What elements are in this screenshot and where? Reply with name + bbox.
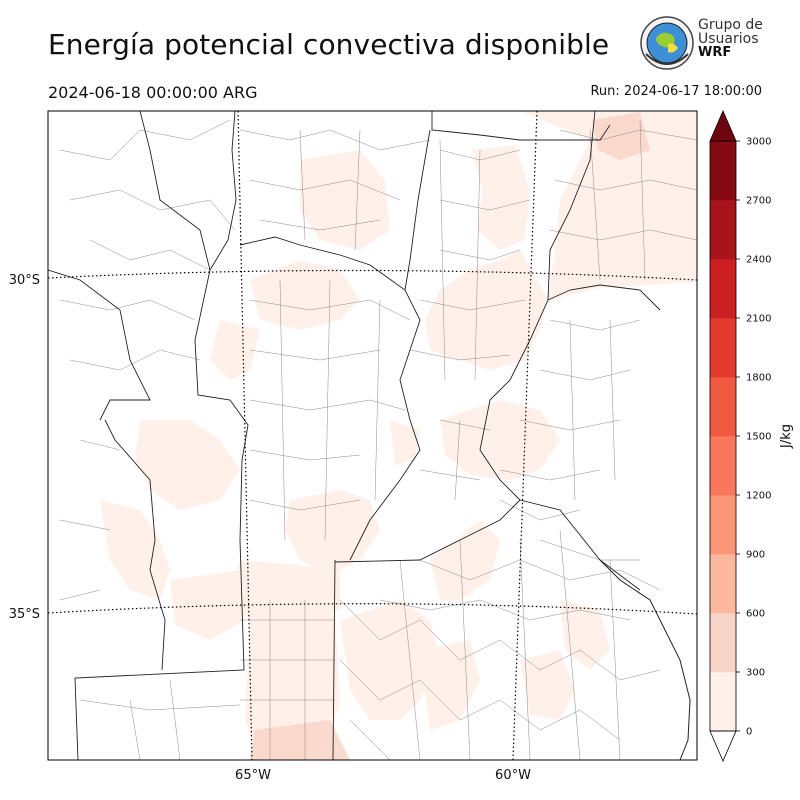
lon-label-65w: 65°W [235,768,271,783]
colorbar-swatch [710,495,736,555]
province-boundaries [48,111,661,760]
colorbar-tick-label: 1800 [746,373,771,384]
coastline [599,559,691,760]
logo-line-1: Grupo de [698,17,763,33]
colorbar-swatch [710,672,736,732]
colorbar-tick-label: 2100 [746,314,771,325]
map-title: Energía potencial convectiva disponible [48,28,610,61]
logo-line-2: Usuarios [698,31,759,47]
colorbar-swatch [710,318,736,378]
colorbar-tick-label: 3000 [746,137,771,148]
lat-label-30s: 30°S [9,273,40,288]
colorbar-swatch [710,259,736,319]
graticule [48,111,697,760]
department-boundaries [59,119,697,760]
valid-time: 2024-06-18 00:00:00 ARG [48,83,258,102]
colorbar-swatch [710,613,736,673]
colorbar-extend-max [709,109,737,142]
colorbar-tick-label: 0 [746,727,752,738]
colorbar-tick-label: 300 [746,668,765,679]
logo-line-3: WRF [698,45,732,60]
colorbar-tick-label: 600 [746,609,765,620]
colorbar-tick-label: 1500 [746,432,771,443]
colorbar-tick-label: 1200 [746,491,771,502]
colorbar-unit: J/kg [779,424,794,449]
wrf-users-logo: Grupo de Usuarios WRF [638,14,768,74]
cape-shading [100,111,697,760]
map-frame [47,110,698,761]
cape-shading-2 [250,112,650,760]
colorbar-tick-label: 900 [746,550,765,561]
run-time: Run: 2024-06-17 18:00:00 [590,84,762,99]
colorbar-swatch [710,436,736,496]
colorbar-tick-label: 2400 [746,255,771,266]
colorbar-swatch [710,200,736,260]
globe-icon [640,16,694,70]
colorbar-extend-min [709,730,737,763]
map-area [48,111,697,760]
colorbar-tick-label: 2700 [746,196,771,207]
lat-label-35s: 35°S [9,607,40,622]
colorbar-swatch [710,554,736,614]
lon-label-60w: 60°W [495,768,531,783]
colorbar: 0 300 600 900 1200 1500 1800 2100 2400 2700 3000 [709,109,771,763]
colorbar-swatch [710,141,736,201]
colorbar-swatch [710,377,736,437]
